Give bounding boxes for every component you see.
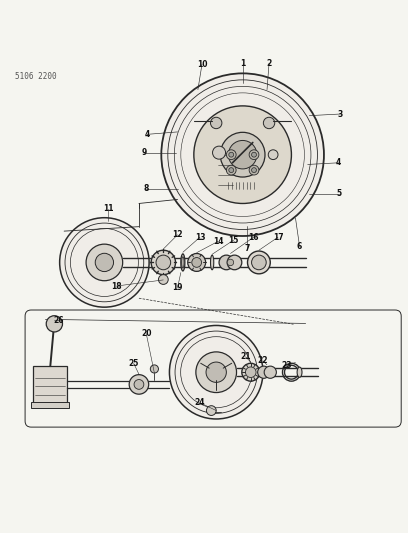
Text: 6: 6: [297, 241, 302, 251]
Circle shape: [227, 259, 234, 265]
Bar: [222, 146, 263, 182]
Ellipse shape: [297, 367, 302, 377]
Bar: [254, 142, 265, 179]
Circle shape: [252, 152, 257, 157]
Text: 12: 12: [172, 230, 183, 239]
Circle shape: [229, 168, 234, 173]
Circle shape: [196, 352, 237, 392]
Circle shape: [151, 250, 175, 274]
Bar: [31, 402, 69, 408]
Text: 7: 7: [244, 244, 249, 253]
Circle shape: [150, 365, 158, 373]
Text: 17: 17: [273, 233, 283, 242]
Text: 21: 21: [240, 352, 251, 361]
Circle shape: [248, 251, 270, 274]
Text: 23: 23: [281, 361, 292, 370]
Circle shape: [156, 255, 171, 270]
Circle shape: [252, 168, 257, 173]
Text: 5106 2200: 5106 2200: [15, 72, 57, 81]
Text: 9: 9: [142, 148, 147, 157]
Circle shape: [249, 165, 259, 175]
Bar: [212, 115, 273, 127]
Text: 19: 19: [172, 283, 183, 292]
Circle shape: [211, 117, 222, 128]
Circle shape: [219, 255, 234, 270]
Text: 16: 16: [248, 233, 259, 242]
Circle shape: [71, 229, 138, 296]
Circle shape: [192, 257, 202, 268]
Text: 8: 8: [143, 184, 149, 193]
Circle shape: [229, 152, 234, 157]
Circle shape: [227, 255, 242, 270]
Circle shape: [158, 274, 168, 285]
Text: 13: 13: [195, 233, 205, 242]
Ellipse shape: [182, 257, 184, 268]
Circle shape: [194, 106, 291, 204]
Circle shape: [252, 255, 266, 270]
Text: 4: 4: [335, 158, 341, 167]
Circle shape: [220, 132, 265, 177]
Circle shape: [86, 244, 123, 281]
Circle shape: [161, 74, 324, 236]
Bar: [218, 136, 233, 185]
Text: 24: 24: [195, 398, 205, 407]
Text: 15: 15: [228, 236, 239, 245]
Text: 4: 4: [144, 130, 150, 139]
Circle shape: [95, 253, 113, 272]
Circle shape: [168, 80, 317, 230]
Circle shape: [60, 217, 149, 307]
Circle shape: [181, 337, 252, 408]
Circle shape: [226, 165, 236, 175]
Circle shape: [129, 375, 149, 394]
Circle shape: [228, 141, 257, 169]
Text: 10: 10: [197, 60, 207, 69]
Circle shape: [258, 366, 270, 378]
Text: 20: 20: [141, 329, 151, 338]
Circle shape: [65, 223, 144, 302]
Circle shape: [213, 146, 226, 159]
Text: 14: 14: [213, 237, 224, 246]
Bar: [206, 392, 226, 398]
Circle shape: [206, 362, 226, 382]
Circle shape: [174, 86, 311, 223]
Circle shape: [46, 316, 62, 332]
Circle shape: [181, 93, 304, 216]
Bar: [228, 182, 257, 189]
Circle shape: [188, 254, 206, 271]
Circle shape: [264, 117, 275, 128]
Text: 25: 25: [129, 359, 139, 368]
Circle shape: [264, 366, 276, 378]
Circle shape: [268, 150, 278, 159]
Circle shape: [226, 150, 236, 159]
Circle shape: [169, 326, 263, 419]
Text: 11: 11: [103, 204, 114, 213]
Text: 22: 22: [258, 357, 268, 365]
Circle shape: [242, 364, 260, 381]
Text: 1: 1: [240, 59, 245, 68]
Ellipse shape: [181, 254, 185, 271]
Circle shape: [206, 406, 216, 415]
Text: 2: 2: [266, 59, 272, 68]
Bar: [33, 366, 67, 403]
Circle shape: [246, 367, 256, 377]
Text: 26: 26: [53, 316, 64, 325]
Text: 3: 3: [337, 109, 343, 118]
Text: 5: 5: [337, 189, 342, 198]
Circle shape: [249, 150, 259, 159]
Circle shape: [175, 331, 257, 414]
Circle shape: [134, 379, 144, 389]
Text: 18: 18: [111, 281, 122, 290]
Ellipse shape: [211, 255, 214, 270]
